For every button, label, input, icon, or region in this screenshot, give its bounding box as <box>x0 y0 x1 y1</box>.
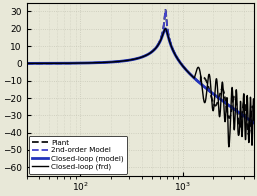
Legend: Plant, 2nd-order Model, Closed-loop (model), Closed-loop (frd): Plant, 2nd-order Model, Closed-loop (mod… <box>29 136 127 174</box>
